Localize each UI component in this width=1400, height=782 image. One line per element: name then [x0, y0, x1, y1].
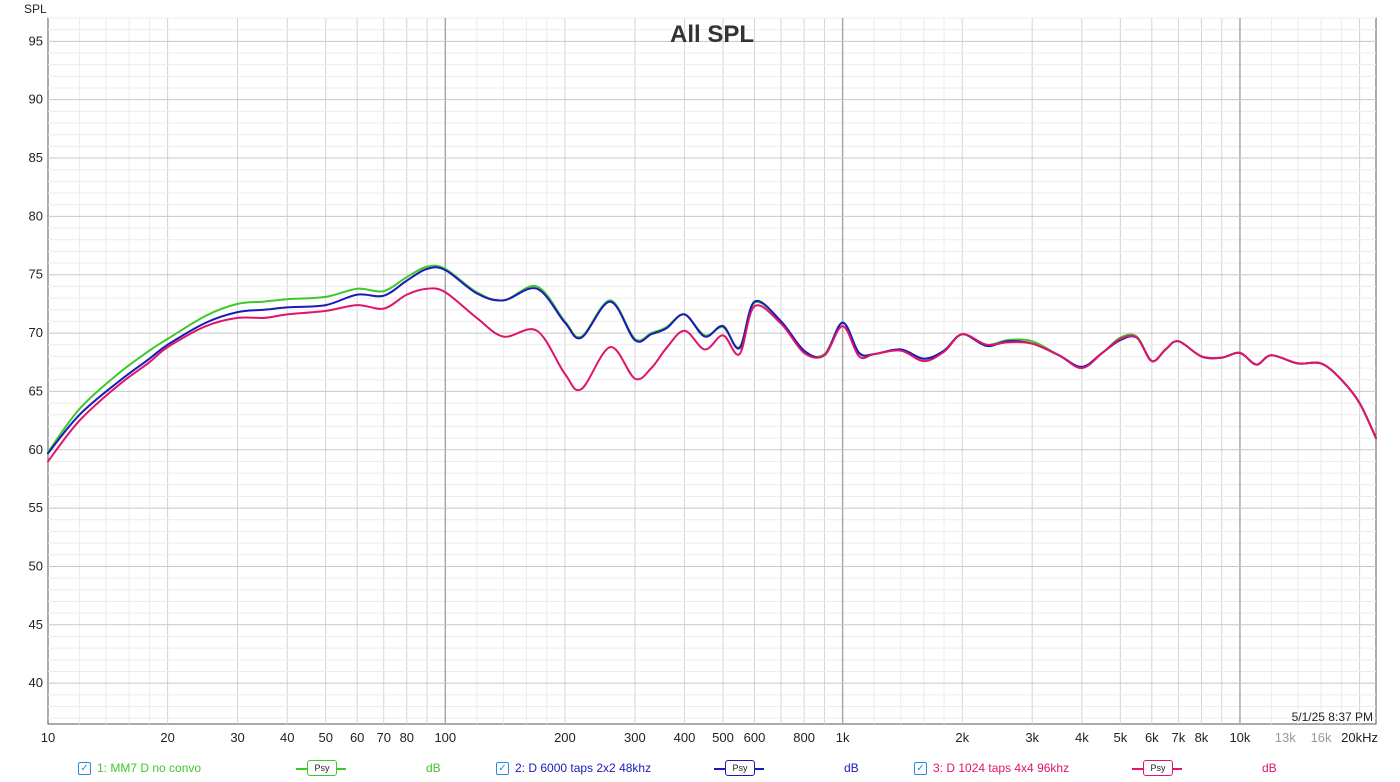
psy-button-1[interactable]: Psy [307, 760, 337, 776]
legend-checkbox-1[interactable]: ✓ [78, 761, 91, 775]
x-tick-label: 8k [1195, 730, 1209, 745]
legend-label-1: 1: MM7 D no convo [97, 761, 202, 775]
y-tick-label: 90 [29, 92, 43, 107]
x-tick-label: 80 [400, 730, 414, 745]
y-tick-label: 50 [29, 558, 43, 573]
x-tick-label: 600 [744, 730, 766, 745]
legend-label-3: 3: D 1024 taps 4x4 96khz [933, 761, 1070, 775]
x-tick-label: 2k [955, 730, 969, 745]
x-tick-labels: 10 20 30 40 50 60 70 80 100 200 300 400 500 600 800 1k 2… [41, 730, 1378, 745]
x-tick-label: 10 [41, 730, 55, 745]
x-tick-label: 60 [350, 730, 364, 745]
x-tick-label: 100 [434, 730, 456, 745]
x-tick-label: 300 [624, 730, 646, 745]
psy-button-3[interactable]: Psy [1143, 760, 1173, 776]
y-tick-label: 60 [29, 442, 43, 457]
y-tick-labels: 40 45 50 55 60 65 70 75 80 85 90 95 [29, 33, 43, 690]
x-tick-label: 5k [1113, 730, 1127, 745]
legend-item-3[interactable]: ✓ 3: D 1024 taps 4x4 96khz [914, 758, 1069, 778]
series-line-3 [47, 287, 1377, 463]
x-tick-label: 500 [712, 730, 734, 745]
x-tick-label: 6k [1145, 730, 1159, 745]
x-tick-label: 1k [836, 730, 850, 745]
x-tick-label: 3k [1025, 730, 1039, 745]
chart-title: All SPL [670, 21, 754, 48]
x-tick-label: 20 [160, 730, 174, 745]
legend-item-2[interactable]: ✓ 2: D 6000 taps 2x2 48khz [496, 758, 651, 778]
y-tick-label: 85 [29, 150, 43, 165]
y-tick-label: 75 [29, 267, 43, 282]
x-tick-label: 10k [1229, 730, 1250, 745]
y-tick-label: 45 [29, 617, 43, 632]
x-tick-label: 400 [674, 730, 696, 745]
series-layer [47, 264, 1377, 463]
legend: ✓ 1: MM7 D no convo Psy dB ✓ 2: D 6000 t… [0, 758, 1400, 778]
x-tick-label: 800 [793, 730, 815, 745]
y-tick-label: 40 [29, 675, 43, 690]
legend-unit-1: dB [426, 761, 441, 775]
legend-unit-2: dB [844, 761, 859, 775]
y-tick-label: 55 [29, 500, 43, 515]
psy-button-2[interactable]: Psy [725, 760, 755, 776]
x-tick-label: 70 [377, 730, 391, 745]
x-tick-label: 4k [1075, 730, 1089, 745]
x-tick-label: 13k [1275, 730, 1296, 745]
y-tick-label: 95 [29, 33, 43, 48]
x-tick-label: 50 [318, 730, 332, 745]
y-tick-label: 80 [29, 208, 43, 223]
legend-unit-3: dB [1262, 761, 1277, 775]
grid-minor [48, 17, 1376, 724]
legend-label-2: 2: D 6000 taps 2x2 48khz [515, 761, 652, 775]
x-tick-label: 200 [554, 730, 576, 745]
x-tick-label: 20kHz [1341, 730, 1378, 745]
y-tick-label: 65 [29, 383, 43, 398]
legend-checkbox-2[interactable]: ✓ [496, 761, 509, 775]
psy-toggle-2[interactable]: Psy [714, 760, 764, 776]
x-tick-label: 40 [280, 730, 294, 745]
legend-item-1[interactable]: ✓ 1: MM7 D no convo [78, 758, 201, 778]
x-tick-label: 16k [1311, 730, 1332, 745]
legend-checkbox-3[interactable]: ✓ [914, 761, 927, 775]
x-tick-label: 7k [1172, 730, 1186, 745]
y-axis-label: SPL [24, 2, 47, 16]
x-tick-label: 30 [230, 730, 244, 745]
psy-toggle-3[interactable]: Psy [1132, 760, 1182, 776]
psy-toggle-1[interactable]: Psy [296, 760, 346, 776]
plot-area [47, 17, 1377, 725]
timestamp: 5/1/25 8:37 PM [1292, 710, 1373, 724]
y-tick-label: 70 [29, 325, 43, 340]
